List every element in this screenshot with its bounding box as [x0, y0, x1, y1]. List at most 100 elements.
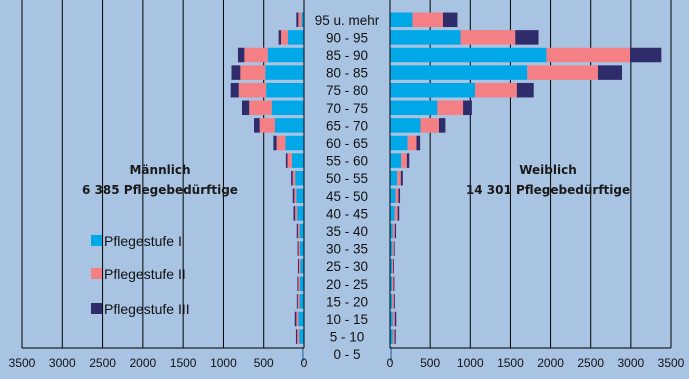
bar-female-pflegestufe-iii: [416, 136, 420, 151]
bar-female-pflegestufe-i: [390, 30, 461, 45]
bar-female-pflegestufe-ii: [527, 65, 598, 80]
bar-female-pflegestufe-iii: [395, 224, 396, 239]
bar-male-pflegestufe-i: [300, 277, 304, 292]
bar-male-pflegestufe-i: [300, 241, 304, 256]
bar-female-pflegestufe-i: [390, 13, 412, 27]
age-label: 75 - 80: [326, 83, 368, 98]
bar-female-pflegestufe-iii: [598, 65, 622, 80]
age-label: 40 - 45: [326, 206, 368, 221]
bar-male-pflegestufe-i: [300, 224, 304, 239]
bar-male-pflegestufe-iii: [297, 224, 298, 239]
bar-female-pflegestufe-i: [390, 48, 547, 63]
bar-female-pflegestufe-iii: [443, 13, 457, 27]
age-label: 15 - 20: [326, 294, 368, 309]
bar-female-pflegestufe-iii: [515, 30, 538, 45]
bar-male-pflegestufe-i: [299, 329, 304, 344]
bar-female-pflegestufe-ii: [401, 153, 407, 168]
age-label: 65 - 70: [326, 118, 368, 133]
bar-male-pflegestufe-ii: [277, 136, 286, 151]
bar-male-pflegestufe-i: [285, 136, 304, 151]
bar-female-pflegestufe-ii: [395, 206, 398, 221]
bar-male-pflegestufe-iii: [231, 65, 240, 80]
bar-female-pflegestufe-i: [390, 65, 527, 80]
bar-male-pflegestufe-ii: [295, 206, 297, 221]
bar-female-pflegestufe-i: [390, 136, 408, 151]
bar-female-pflegestufe-ii: [392, 241, 393, 256]
age-label: 70 - 75: [326, 101, 368, 116]
bar-female-pflegestufe-ii: [397, 171, 401, 186]
tick-label-left: 2500: [89, 356, 116, 370]
bar-female-pflegestufe-i: [390, 206, 395, 221]
bar-female-pflegestufe-i: [390, 171, 397, 186]
legend-swatch-pflegestufe-2: [91, 268, 102, 279]
tick-label-left: 3000: [49, 356, 76, 370]
bar-male-pflegestufe-ii: [297, 329, 299, 344]
bar-male-pflegestufe-ii: [249, 101, 272, 116]
bar-female-pflegestufe-ii: [547, 48, 630, 63]
tick-label-right: 500: [420, 356, 440, 370]
bar-male-pflegestufe-ii: [294, 189, 296, 204]
bar-female-pflegestufe-iii: [395, 329, 396, 344]
bar-male-pflegestufe-i: [266, 83, 304, 98]
age-label: 45 - 50: [326, 189, 368, 204]
bar-female-pflegestufe-iii: [398, 189, 400, 204]
bar-female-pflegestufe-iii: [394, 294, 395, 309]
age-label: 55 - 60: [326, 154, 368, 169]
bar-male-pflegestufe-ii: [298, 277, 300, 292]
bar-female-pflegestufe-ii: [392, 294, 394, 309]
tick-label-left: 2000: [130, 356, 157, 370]
tick-label-right: 2000: [537, 356, 564, 370]
tick-label-left: 0: [301, 356, 308, 370]
bar-male-pflegestufe-iii: [296, 13, 298, 27]
age-label: 95 u. mehr: [315, 13, 380, 28]
bar-male-pflegestufe-ii: [244, 48, 267, 63]
bar-male-pflegestufe-ii: [299, 259, 300, 274]
bar-male-pflegestufe-iii: [242, 101, 249, 116]
bar-male-pflegestufe-i: [296, 189, 304, 204]
bar-female-pflegestufe-ii: [461, 30, 516, 45]
bar-female-pflegestufe-ii: [396, 189, 399, 204]
bar-female-pflegestufe-i: [390, 189, 396, 204]
legend-label-pflegestufe-2: Pflegestufe II: [104, 266, 186, 282]
age-label: 30 - 35: [326, 242, 368, 257]
bar-male-pflegestufe-ii: [281, 30, 288, 45]
bar-female-pflegestufe-ii: [421, 118, 439, 132]
bar-female-pflegestufe-iii: [463, 101, 472, 116]
bar-female-pflegestufe-ii: [392, 277, 393, 292]
bar-female-pflegestufe-ii: [393, 312, 395, 327]
bar-male-pflegestufe-iii: [293, 189, 295, 204]
bar-female-pflegestufe-ii: [475, 83, 517, 98]
age-label: 20 - 25: [326, 277, 368, 292]
female-title: Weiblich: [519, 163, 577, 177]
bar-male-pflegestufe-i: [298, 312, 304, 327]
age-label: 5 - 10: [330, 330, 365, 345]
bar-male-pflegestufe-i: [300, 259, 304, 274]
bar-male-pflegestufe-iii: [238, 48, 244, 63]
bar-male-pflegestufe-ii: [293, 171, 295, 186]
bar-male-pflegestufe-ii: [287, 153, 291, 168]
age-label: 0 - 5: [333, 347, 360, 362]
bar-female-pflegestufe-i: [390, 118, 421, 132]
age-label: 10 - 15: [326, 312, 368, 327]
male-title: Männlich: [129, 163, 190, 177]
male-total: 6 385 Pflegebedürftige: [82, 183, 238, 197]
bar-male-pflegestufe-ii: [240, 65, 265, 80]
age-label: 35 - 40: [326, 224, 368, 239]
bar-male-pflegestufe-iii: [231, 83, 239, 98]
bar-male-pflegestufe-i: [268, 48, 304, 63]
tick-label-right: 3500: [658, 356, 685, 370]
tick-label-right: 2500: [577, 356, 604, 370]
bar-male-pflegestufe-ii: [296, 312, 298, 327]
bar-female-pflegestufe-ii: [393, 329, 395, 344]
bar-female-pflegestufe-iii: [398, 206, 400, 221]
legend-label-pflegestufe-3: Pflegestufe III: [104, 301, 190, 317]
bar-male-pflegestufe-ii: [260, 118, 275, 132]
bar-female-pflegestufe-i: [390, 153, 401, 168]
tick-label-left: 500: [254, 356, 274, 370]
age-label: 90 - 95: [326, 30, 368, 45]
bar-male-pflegestufe-iii: [296, 329, 297, 344]
bar-female-pflegestufe-iii: [394, 241, 395, 256]
bar-male-pflegestufe-i: [297, 206, 304, 221]
bar-female-pflegestufe-ii: [437, 101, 463, 116]
bar-male-pflegestufe-iii: [297, 277, 298, 292]
